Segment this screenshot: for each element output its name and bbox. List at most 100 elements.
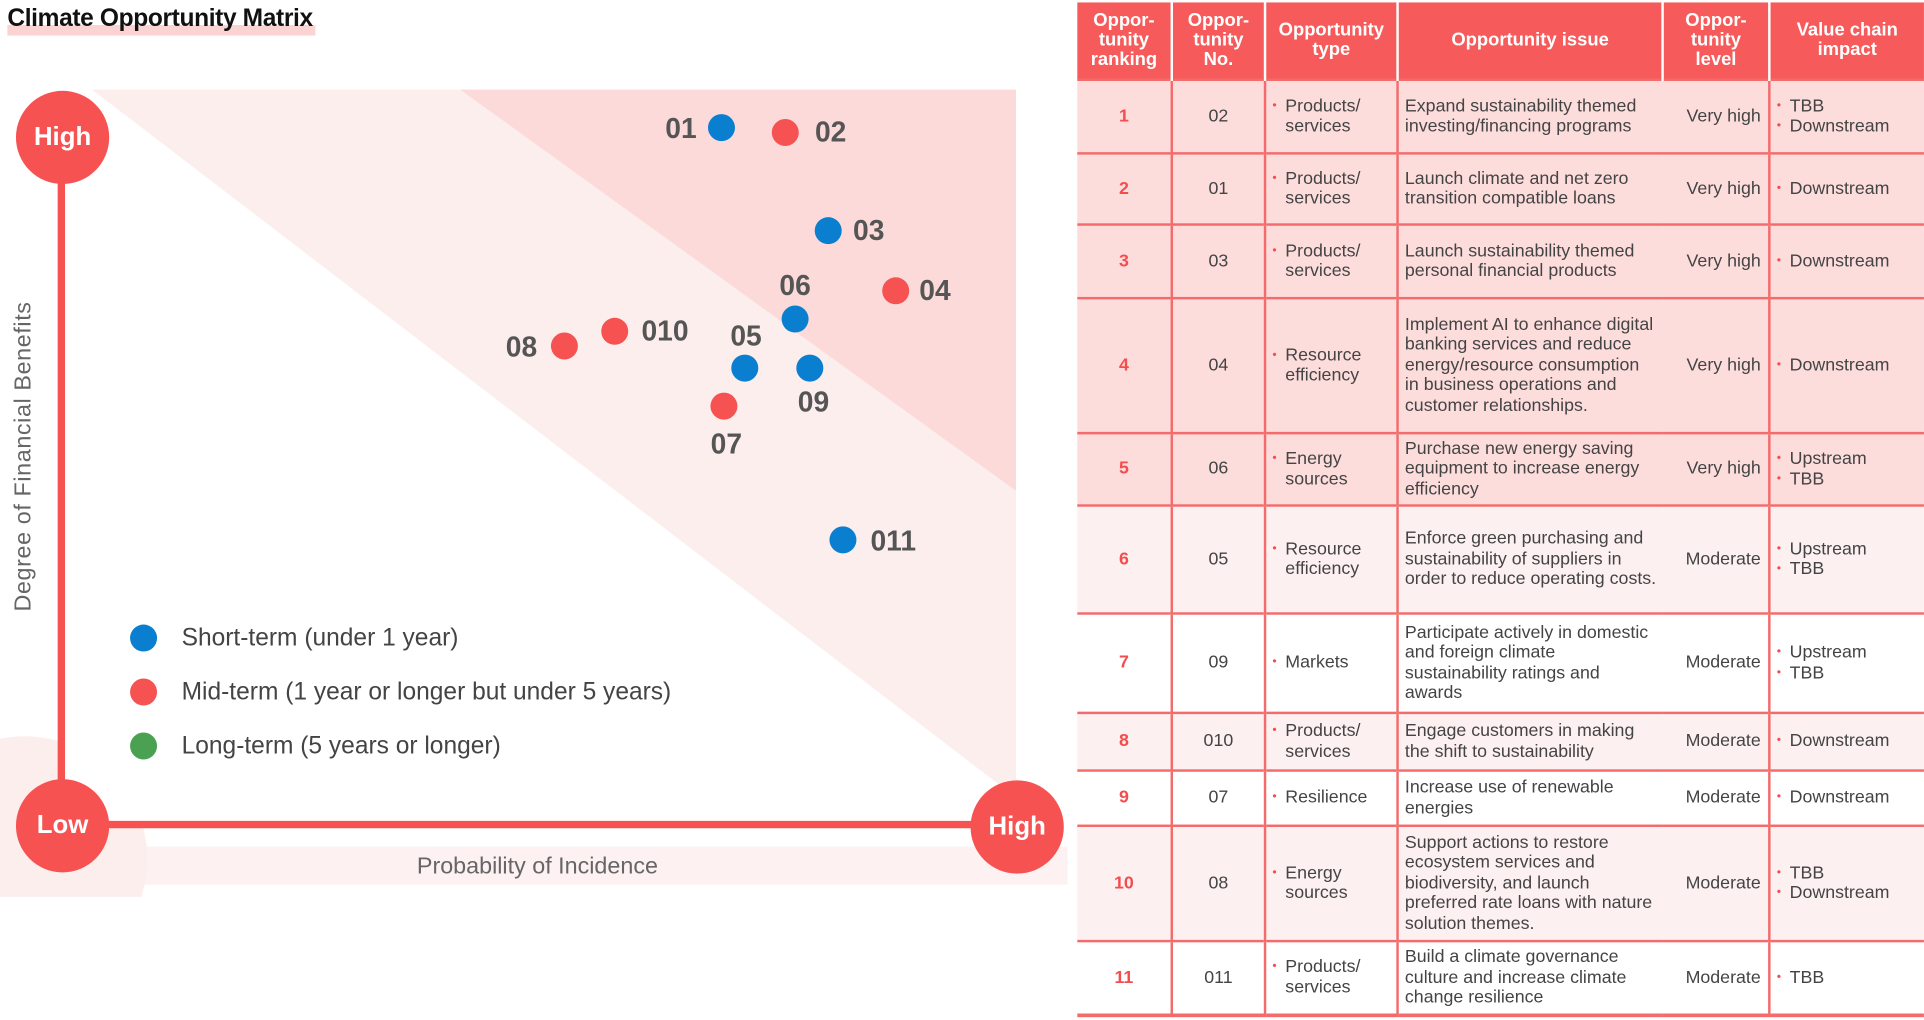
issue-cell: Participate actively in domestic and for…	[1396, 612, 1663, 713]
level-cell: Moderate	[1662, 711, 1770, 771]
issue-cell: Launch sustainability themed personal fi…	[1396, 223, 1663, 299]
level-cell: Very high	[1662, 296, 1770, 434]
legend-label: Short-term (under 1 year)	[181, 623, 459, 651]
point-label-011: 011	[870, 524, 917, 557]
point-label-04: 04	[919, 274, 951, 307]
opportunity-no-cell: 02	[1170, 78, 1266, 154]
table-row: 1 02 Products/ services Expand sustainab…	[1077, 78, 1924, 154]
value-chain-item: TBB	[1777, 967, 1918, 987]
ranking-cell: 2	[1077, 152, 1172, 225]
y-high-badge: High	[15, 90, 110, 185]
legend-label: Mid-term (1 year or longer but under 5 y…	[181, 677, 672, 705]
level-cell: Moderate	[1662, 504, 1770, 614]
header-no: Oppor- tunity No.	[1170, 2, 1266, 80]
point-01	[707, 114, 735, 142]
type-cell: Products/ services	[1263, 939, 1398, 1017]
value-chain-cell: Downstream	[1768, 769, 1924, 826]
issue-cell: Enforce green purchasing and sustainabil…	[1396, 504, 1663, 614]
point-02	[771, 119, 799, 147]
point-03	[814, 217, 842, 245]
issue-cell: Purchase new energy saving equipment to …	[1396, 431, 1663, 506]
value-chain-item: Upstream	[1777, 643, 1918, 663]
bottom-band	[0, 846, 1068, 885]
type-cell: Resource efficiency	[1263, 296, 1398, 434]
ranking-cell: 1	[1077, 78, 1172, 154]
short-term-dot-icon	[130, 624, 158, 652]
legend-item-mid: Mid-term (1 year or longer but under 5 y…	[130, 665, 671, 719]
point-011	[829, 526, 857, 554]
opportunity-no-cell: 08	[1170, 824, 1266, 942]
long-term-dot-icon	[130, 732, 158, 760]
value-chain-item: Downstream	[1777, 251, 1918, 271]
value-chain-cell: UpstreamTBB	[1768, 504, 1924, 614]
value-chain-cell: TBBDownstream	[1768, 824, 1924, 942]
opportunity-no-cell: 06	[1170, 431, 1266, 506]
opportunity-no-cell: 05	[1170, 504, 1266, 614]
legend-item-short: Short-term (under 1 year)	[130, 611, 671, 665]
type-value: Products/ services	[1272, 957, 1390, 997]
ranking-cell: 4	[1077, 296, 1172, 434]
type-cell: Energy sources	[1263, 431, 1398, 506]
header-level: Oppor- tunity level	[1661, 2, 1770, 80]
opportunity-no-cell: 07	[1170, 769, 1266, 826]
table-header: Oppor- tunity ranking Oppor- tunity No. …	[1077, 2, 1924, 80]
value-chain-item: TBB	[1777, 560, 1918, 580]
table-row: 5 06 Energy sources Purchase new energy …	[1077, 431, 1924, 506]
point-label-05: 05	[730, 319, 762, 352]
level-cell: Very high	[1662, 78, 1770, 154]
ranking-cell: 11	[1077, 939, 1172, 1017]
value-chain-cell: UpstreamTBB	[1768, 431, 1924, 506]
level-cell: Moderate	[1662, 939, 1770, 1017]
table-row: 11 011 Products/ services Build a climat…	[1077, 939, 1924, 1017]
matrix-background	[0, 89, 1068, 897]
table-row: 2 01 Products/ services Launch climate a…	[1077, 152, 1924, 225]
type-cell: Products/ services	[1263, 223, 1398, 299]
header-type: Opportunity type	[1263, 2, 1398, 80]
issue-cell: Support actions to restore ecosystem ser…	[1396, 824, 1663, 942]
issue-cell: Expand sustainability themed investing/f…	[1396, 78, 1663, 154]
opportunity-no-cell: 03	[1170, 223, 1266, 299]
ranking-cell: 10	[1077, 824, 1172, 942]
value-chain-cell: TBBDownstream	[1768, 78, 1924, 154]
issue-cell: Build a climate governance culture and i…	[1396, 939, 1663, 1017]
legend: Short-term (under 1 year) Mid-term (1 ye…	[130, 611, 671, 773]
value-chain-item: Downstream	[1777, 732, 1918, 752]
y-axis-label: Degree of Financial Benefits	[11, 301, 37, 612]
point-label-010: 010	[641, 314, 689, 347]
issue-cell: Engage customers in making the shift to …	[1396, 711, 1663, 771]
type-value: Markets	[1272, 653, 1390, 673]
value-chain-item: Upstream	[1777, 449, 1918, 469]
issue-cell: Increase use of renewable energies	[1396, 769, 1663, 826]
table-row: 4 04 Resource efficiency Implement AI to…	[1077, 296, 1924, 434]
table-row: 3 03 Products/ services Launch sustainab…	[1077, 223, 1924, 299]
x-axis-label: Probability of Incidence	[416, 853, 658, 880]
point-label-01: 01	[665, 112, 697, 145]
point-05	[731, 354, 759, 382]
point-label-03: 03	[853, 214, 885, 247]
type-value: Energy sources	[1272, 863, 1390, 903]
type-cell: Markets	[1263, 612, 1398, 713]
type-cell: Resource efficiency	[1263, 504, 1398, 614]
value-chain-cell: UpstreamTBB	[1768, 612, 1924, 713]
opportunity-no-cell: 011	[1170, 939, 1266, 1017]
table-row: 7 09 Markets Participate actively in dom…	[1077, 612, 1924, 713]
type-value: Products/ services	[1272, 169, 1390, 209]
issue-cell: Launch climate and net zero transition c…	[1396, 152, 1663, 225]
point-label-02: 02	[814, 115, 847, 148]
value-chain-cell: Downstream	[1768, 711, 1924, 771]
type-value: Resilience	[1272, 788, 1390, 808]
issue-cell: Implement AI to enhance digital banking …	[1396, 296, 1663, 434]
ranking-cell: 3	[1077, 223, 1172, 299]
ranking-cell: 9	[1077, 769, 1172, 826]
value-chain-cell: Downstream	[1768, 152, 1924, 225]
table-row: 10 08 Energy sources Support actions to …	[1077, 824, 1924, 942]
page-title: Climate Opportunity Matrix	[7, 4, 316, 36]
table-row: 8 010 Products/ services Engage customer…	[1077, 711, 1924, 771]
type-value: Products/ services	[1272, 721, 1390, 761]
level-cell: Moderate	[1662, 769, 1770, 826]
legend-item-long: Long-term (5 years or longer)	[130, 719, 671, 773]
value-chain-item: Downstream	[1777, 179, 1918, 199]
value-chain-item: TBB	[1777, 863, 1918, 883]
high-zone	[460, 89, 1016, 491]
